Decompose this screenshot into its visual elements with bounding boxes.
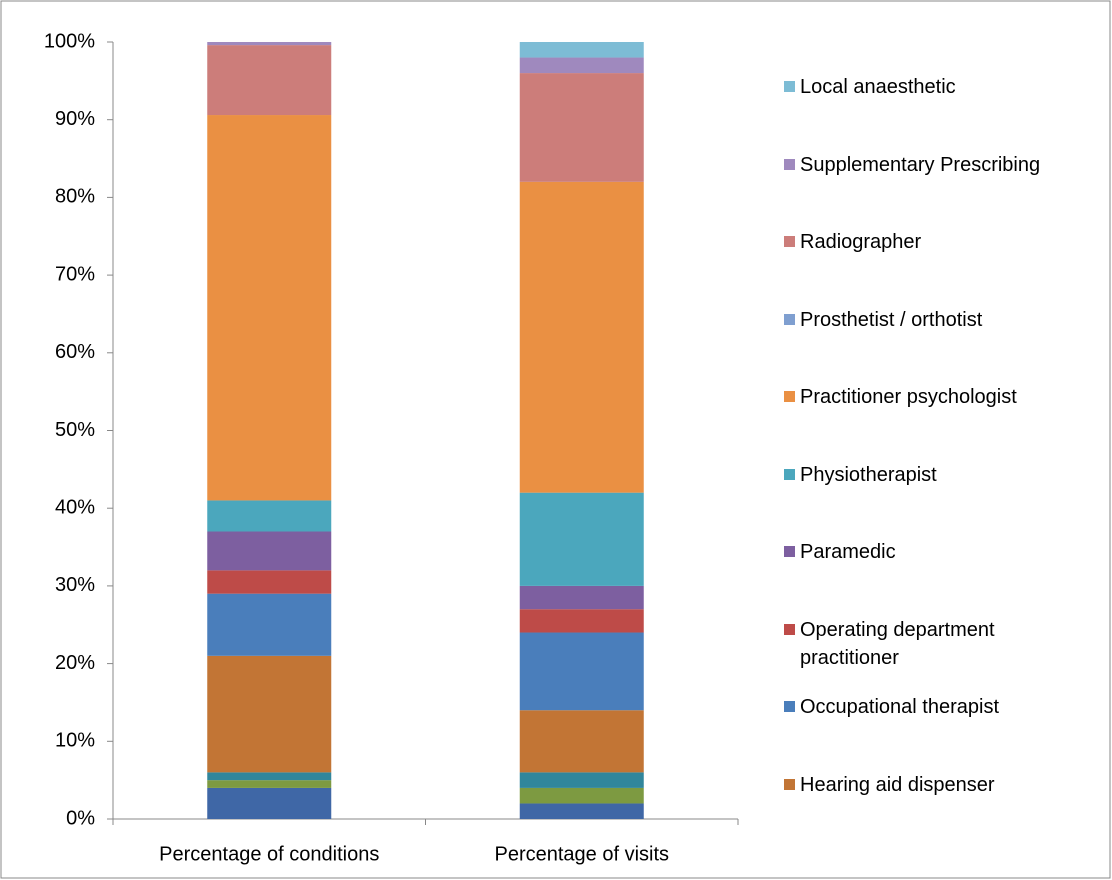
bar-segment [519,492,644,586]
x-tick-label: Percentage of conditions [159,843,379,865]
legend-label: Occupational therapist [800,696,1000,718]
bar-segment [519,710,644,773]
legend-swatch [784,701,795,712]
legend-label: Hearing aid dispenser [800,773,995,796]
legend-label: Prosthetist / orthotist [800,308,983,331]
y-tick-label: 0% [66,807,95,829]
legend-item: Hearing aid dispenser [784,771,1104,799]
bar-segment [519,772,644,788]
bar-segment [519,42,644,58]
bar-segment [519,609,644,633]
legend-label: Practitioner psychologist [800,386,1017,408]
legend-label: Operating department practitioner [800,618,995,669]
bar-segment [519,585,644,610]
legend-item: Operating department practitioner [784,616,1104,672]
legend-item: Local anaesthetic [784,73,1104,101]
legend-label: Supplementary Prescribing [800,153,1041,176]
legend-item: Practitioner psychologist [784,383,1104,411]
bar-segment [207,45,332,116]
legend-label: Paramedic [800,541,896,563]
y-tick-label: 100% [44,30,95,52]
legend-swatch [784,236,795,247]
y-tick-label: 40% [55,496,95,518]
y-tick-label: 60% [55,341,95,363]
legend-label: Physiotherapist [800,463,937,486]
y-tick-label: 80% [55,186,95,208]
bar-segment [207,593,332,656]
y-tick-label: 20% [55,652,95,674]
bar-segment [207,42,332,46]
legend-swatch [784,313,795,325]
legend-swatch [784,391,795,402]
legend-item: Radiographer [784,228,1104,256]
y-tick-label: 10% [55,730,95,752]
legend-swatch [784,546,795,557]
legend-item: Occupational therapist [784,693,1104,721]
y-tick-label: 30% [55,574,95,596]
bar-segment [207,655,332,773]
bar-segment [207,780,332,788]
bar-segment [207,500,332,532]
legend-item: Prosthetist / orthotist [784,306,1104,334]
x-tick-label: Percentage of visits [494,843,669,865]
legend-swatch [784,81,795,92]
legend-swatch [784,158,795,170]
y-tick-label: 50% [55,419,95,441]
legend-swatch [784,778,795,790]
legend-label: Radiographer [800,231,922,253]
y-tick-label: 70% [55,263,95,285]
legend-swatch [784,623,795,635]
bar-segment [207,772,332,781]
y-tick-label: 90% [55,108,95,130]
bar-segment [207,570,332,594]
bar-segment [207,531,332,571]
legend-swatch [784,468,795,480]
bar-segment [207,787,332,819]
legend-item: Paramedic [784,538,1104,566]
bar-segment [519,73,644,182]
bar-segment [519,57,644,74]
bar-segment [519,803,644,819]
legend-item: Physiotherapist [784,461,1104,489]
bar-segment [519,632,644,711]
bar-segment [519,787,644,804]
legend-item: Supplementary Prescribing [784,151,1104,179]
bar-segment [207,115,332,501]
bar-segment [519,181,644,493]
legend-label: Local anaesthetic [800,76,956,98]
